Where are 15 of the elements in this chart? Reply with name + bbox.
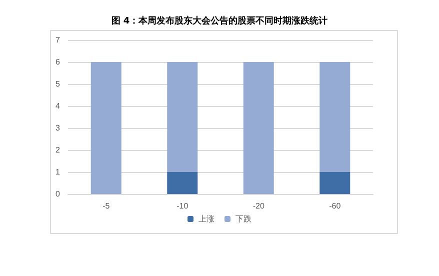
y-tick-label: 4 xyxy=(56,102,61,110)
x-tick-label: -5 xyxy=(102,202,110,210)
chart-title: 图 4：本周发布股东大会公告的股票不同时期涨跌统计 xyxy=(111,16,328,26)
y-tick-label: 1 xyxy=(56,168,61,176)
y-tick-label: 6 xyxy=(56,58,61,66)
y-tick-label: 0 xyxy=(56,190,61,198)
x-tick-label: -60 xyxy=(329,202,342,210)
legend-label: 上涨 xyxy=(198,214,214,224)
y-tick-label: 3 xyxy=(56,124,61,132)
y-tick-label: 5 xyxy=(56,80,61,88)
x-tick-label: -20 xyxy=(252,202,265,210)
y-tick-label: 2 xyxy=(56,146,61,154)
legend-label: 下跌 xyxy=(236,214,252,224)
x-tick-label: -10 xyxy=(176,202,189,210)
y-tick-label: 7 xyxy=(56,36,61,44)
